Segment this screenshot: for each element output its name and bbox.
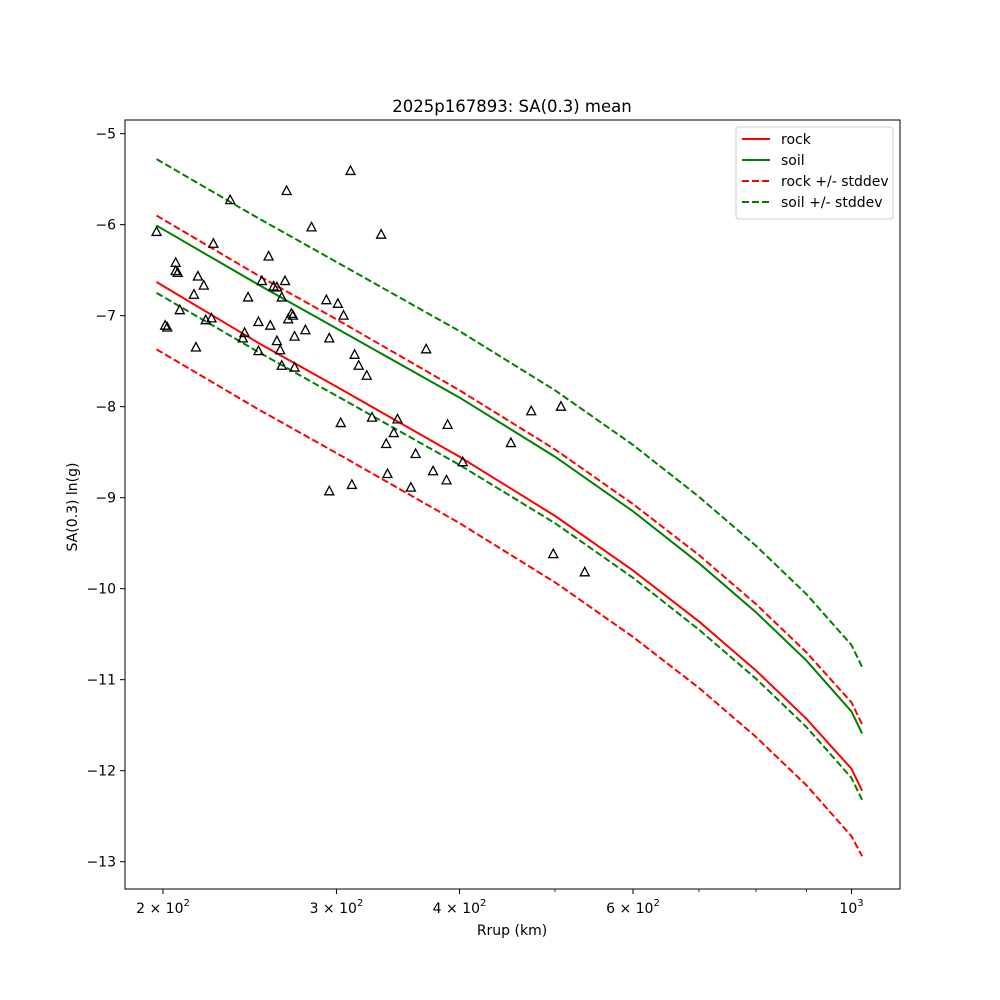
- y-tick-label: −8: [95, 400, 116, 416]
- observation-marker: [427, 464, 439, 476]
- observation-marker: [579, 565, 591, 577]
- observation-marker: [405, 481, 417, 492]
- observation-marker: [332, 297, 344, 308]
- legend-label: soil +/- stddev: [781, 195, 883, 211]
- observation-marker: [190, 341, 202, 352]
- observation-marker: [525, 404, 537, 416]
- observation-marker: [264, 319, 276, 330]
- observation-marker: [288, 330, 301, 341]
- observation-marker: [207, 237, 219, 248]
- y-tick-label: −10: [86, 582, 116, 598]
- observation-marker: [440, 473, 453, 485]
- observation-marker: [380, 437, 392, 449]
- observation-marker: [353, 359, 365, 370]
- y-tick-label: −12: [86, 764, 116, 780]
- legend: rock soil rock +/- stddev soil +/- stddev: [735, 126, 894, 220]
- observation-marker: [288, 361, 301, 372]
- observation-marker: [442, 418, 454, 430]
- observation-marker: [271, 334, 283, 346]
- x-tick-label: 4 × 102: [433, 898, 487, 917]
- observation-marker: [457, 455, 469, 467]
- plot-area: [150, 158, 863, 857]
- observation-marker: [547, 547, 559, 559]
- observation-marker: [271, 281, 283, 292]
- observation-marker: [161, 321, 173, 332]
- x-tick-label: 3 × 102: [310, 898, 364, 917]
- y-tick-label: −9: [95, 491, 116, 507]
- observation-marker: [323, 332, 335, 343]
- y-axis-label: SA(0.3) ln(g): [65, 463, 81, 552]
- observation-marker: [279, 274, 291, 286]
- legend-label: soil: [781, 153, 805, 169]
- observation-marker: [391, 413, 404, 424]
- legend-label: rock +/- stddev: [781, 174, 889, 190]
- observation-marker: [174, 303, 186, 315]
- series-lines: [156, 158, 863, 857]
- observation-marker: [170, 264, 182, 276]
- observation-marker: [375, 228, 387, 239]
- observation-marker: [337, 309, 350, 320]
- observation-marker: [252, 315, 265, 327]
- observation-marker: [192, 270, 204, 281]
- axes-frame: [124, 119, 901, 890]
- series-line-3: [156, 348, 863, 857]
- observation-marker: [276, 291, 288, 302]
- observation-marker: [287, 309, 299, 320]
- series-line-5: [156, 292, 863, 801]
- series-line-4: [156, 158, 863, 668]
- observation-marker: [388, 426, 400, 438]
- observation-marker: [381, 467, 394, 479]
- y-tick-label: −7: [95, 309, 116, 325]
- observation-marker: [344, 164, 357, 176]
- observation-marker: [276, 359, 288, 370]
- observation-marker: [281, 184, 293, 196]
- observation-marker: [263, 250, 275, 261]
- y-tick-label: −13: [86, 855, 116, 871]
- observation-marker: [150, 225, 163, 237]
- observation-points: [150, 164, 591, 577]
- observation-marker: [224, 193, 236, 205]
- observation-marker: [410, 447, 422, 459]
- observation-marker: [238, 326, 251, 338]
- observation-marker: [346, 478, 358, 490]
- observation-marker: [242, 291, 254, 302]
- observation-marker: [305, 221, 318, 232]
- observation-marker: [188, 288, 200, 299]
- observation-marker: [205, 312, 218, 323]
- observation-marker: [349, 348, 361, 359]
- y-tick-label: −6: [95, 218, 116, 234]
- observation-marker: [237, 332, 249, 343]
- y-tick-label: −11: [86, 673, 116, 689]
- observation-marker: [366, 411, 378, 422]
- observation-marker: [198, 279, 210, 290]
- observation-marker: [420, 342, 432, 354]
- observation-marker: [256, 274, 268, 286]
- observation-marker: [159, 319, 171, 330]
- x-tick-label: 6 × 102: [606, 898, 660, 917]
- observation-marker: [361, 369, 373, 380]
- observation-marker: [320, 293, 332, 305]
- series-line-0: [156, 281, 863, 792]
- observation-marker: [252, 344, 265, 356]
- observation-marker: [299, 323, 311, 335]
- x-tick-label: 2 × 102: [136, 898, 190, 917]
- observation-marker: [555, 400, 567, 411]
- observation-marker: [274, 343, 286, 355]
- observation-marker: [172, 266, 184, 278]
- x-tick-label: 103: [839, 898, 863, 917]
- chart-title: 2025p167893: SA(0.3) mean: [392, 97, 631, 116]
- observation-marker: [505, 436, 517, 448]
- series-line-1: [156, 224, 863, 734]
- x-axis-label: Rrup (km): [477, 923, 547, 939]
- y-tick-label: −5: [95, 127, 116, 143]
- observation-marker: [323, 484, 335, 496]
- legend-box: [735, 126, 894, 220]
- observation-marker: [335, 416, 347, 428]
- axes: 2 × 102 3 × 102 4 × 102 6 × 102 103 −5 −6 −7 −8 −…: [86, 119, 901, 917]
- legend-label: rock: [781, 132, 812, 148]
